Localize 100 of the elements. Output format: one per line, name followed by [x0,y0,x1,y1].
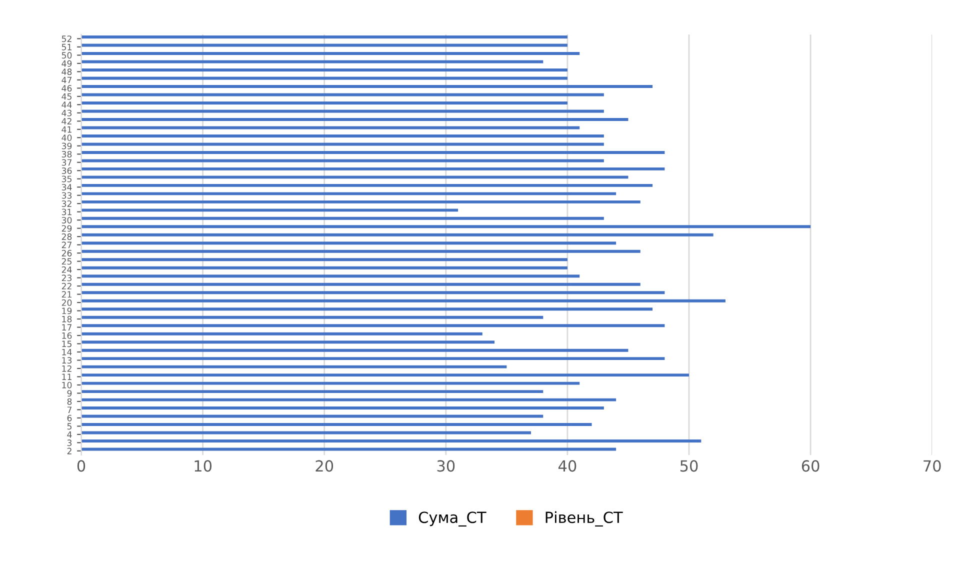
bar [81,242,616,245]
x-tick-label: 20 [316,460,334,472]
y-tick-label: 30 [62,216,72,224]
y-tick-label: 21 [62,291,72,298]
y-tick-label: 46 [62,85,72,92]
y-tick-label: 16 [62,332,72,339]
y-tick-label: 47 [62,76,72,84]
bar [81,348,628,352]
y-tick-label: 28 [62,233,72,240]
y-tick-label: 37 [62,159,72,166]
x-tick-label: 0 [77,460,86,472]
y-tick-label: 22 [62,282,72,290]
y-tick-label: 9 [67,390,72,397]
bar [81,448,616,451]
y-tick-label: 11 [62,374,72,380]
bar [81,200,640,204]
y-tick-label: 45 [62,93,72,100]
bar [81,192,616,196]
y-tick-label: 36 [62,167,72,174]
y-tick-label: 3 [67,440,72,446]
bar [81,142,604,146]
y-tick-label: 17 [62,324,72,331]
bar [81,340,495,344]
bar [81,85,653,88]
y-tick-label: 15 [62,340,72,348]
y-tick-label: 38 [62,150,72,158]
bar [81,216,604,220]
y-tick-label: 39 [62,142,72,150]
bar [81,299,726,302]
y-tick-label: 8 [67,398,72,405]
y-tick-label: 34 [62,184,72,190]
bar [81,60,544,64]
y-tick-label: 50 [62,52,72,59]
bar [81,52,580,56]
bar [81,398,616,402]
y-tick-label: 4 [67,431,72,438]
bar [81,423,592,426]
y-tick-label: 5 [67,423,72,430]
y-tick-label: 27 [62,242,72,248]
x-tick-label: 60 [802,460,820,472]
y-tick-label: 48 [62,68,72,76]
x-tick-label: 40 [558,460,576,472]
y-tick-label: 14 [62,348,72,356]
bar [81,36,568,39]
y-tick-label: 51 [62,44,72,50]
legend-label: Сума_СТ [418,512,486,527]
bar [81,134,604,138]
bar [81,291,665,294]
bar [81,406,604,410]
y-tick-label: 19 [62,308,72,314]
y-tick-label: 23 [62,274,72,282]
bar [81,357,665,360]
y-tick-label: 24 [62,266,72,273]
y-tick-label: 41 [62,126,72,133]
bar [81,167,665,170]
legend-label: Рівень_СТ [546,511,623,527]
y-tick-label: 42 [62,118,72,124]
y-tick-label: 26 [62,250,72,256]
bar [81,431,531,434]
y-tick-label: 10 [62,382,72,388]
x-tick-label: 70 [924,460,941,472]
bar [81,176,628,179]
y-tick-label: 6 [67,414,72,422]
bar [81,282,640,286]
x-tick-label: 50 [680,460,698,472]
y-tick-label: 25 [62,258,72,265]
bar [81,126,580,130]
bar [81,102,568,104]
y-tick-label: 33 [62,192,72,199]
bar [81,316,544,319]
bar [81,68,568,72]
bar [81,225,811,228]
bar [81,208,458,212]
bar [81,150,665,154]
y-tick-label: 40 [62,134,72,142]
y-tick-label: 49 [62,60,72,67]
bar [81,184,653,187]
y-tick-label: 18 [62,316,72,322]
bar [81,118,628,121]
y-tick-label: 13 [62,357,72,364]
bar [81,159,604,162]
y-tick-label: 44 [62,102,72,108]
y-tick-label: 12 [62,365,72,372]
y-tick-label: 31 [62,208,72,216]
y-tick-label: 43 [62,110,72,116]
bar [81,374,690,377]
y-tick-label: 7 [67,406,72,413]
bar [81,382,580,385]
y-tick-label: 35 [62,176,72,182]
bar [81,440,702,443]
bar [81,414,544,418]
y-tick-label: 32 [62,200,72,207]
y-tick-label: 52 [62,36,72,42]
bar [81,233,714,236]
x-tick-label: 30 [437,460,455,472]
bar [81,390,544,394]
y-tick-label: 20 [62,299,72,306]
bar [81,332,482,336]
x-tick-label: 10 [194,460,212,472]
bar [81,365,507,368]
